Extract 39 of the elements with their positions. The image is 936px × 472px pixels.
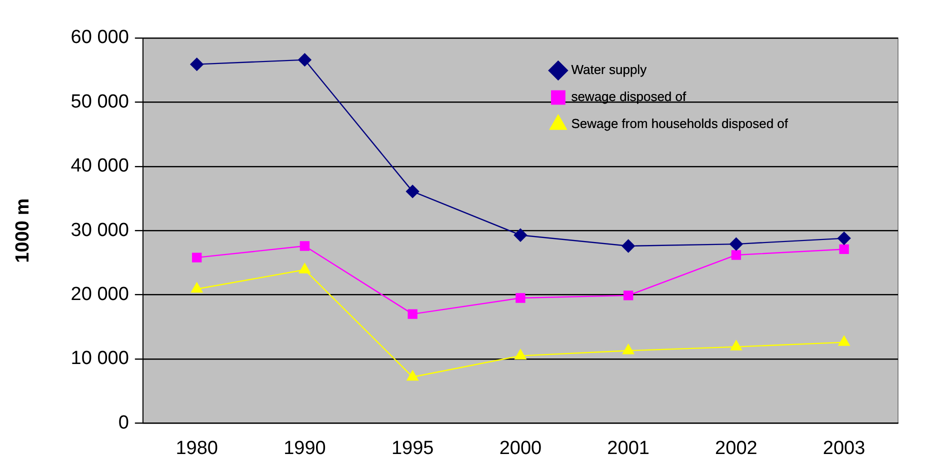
y-tick-label: 0 (118, 412, 129, 434)
point (406, 370, 418, 381)
legend-label: Sewage from households disposed of (571, 116, 788, 132)
point (298, 53, 312, 66)
point (192, 252, 202, 262)
y-tick-label: 60 000 (70, 27, 129, 48)
point (406, 184, 420, 198)
y-tick-label: 50 000 (70, 91, 129, 112)
x-tick-label: 2001 (607, 438, 650, 459)
point (190, 58, 204, 71)
point (191, 282, 203, 293)
point (298, 263, 311, 274)
x-tick-label: 2000 (499, 438, 542, 459)
y-axis-title: 1000 m (12, 198, 34, 263)
point (622, 344, 634, 354)
x-tick-label: 2002 (715, 438, 758, 459)
point (730, 340, 742, 350)
point (838, 336, 850, 346)
y-tick-label: 40 000 (70, 156, 129, 177)
y-tick-label: 20 000 (70, 284, 129, 306)
y-tick-label: 30 000 (70, 220, 129, 241)
point (408, 309, 418, 319)
point (623, 290, 634, 300)
legend-label: Water supply (571, 62, 648, 78)
x-tick-label: 1980 (176, 438, 218, 459)
legend-label: sewage disposed of (571, 89, 686, 104)
point (837, 232, 851, 245)
point (731, 250, 742, 260)
point (622, 239, 635, 253)
x-tick-label: 1990 (284, 438, 326, 459)
x-tick-label: 2003 (822, 438, 866, 459)
point (730, 237, 743, 251)
point (839, 244, 849, 254)
point (300, 241, 310, 251)
x-tick-label: 1995 (391, 438, 434, 459)
point (514, 349, 526, 360)
y-tick-label: 10 000 (70, 348, 129, 370)
point (516, 293, 526, 303)
point (514, 228, 528, 242)
